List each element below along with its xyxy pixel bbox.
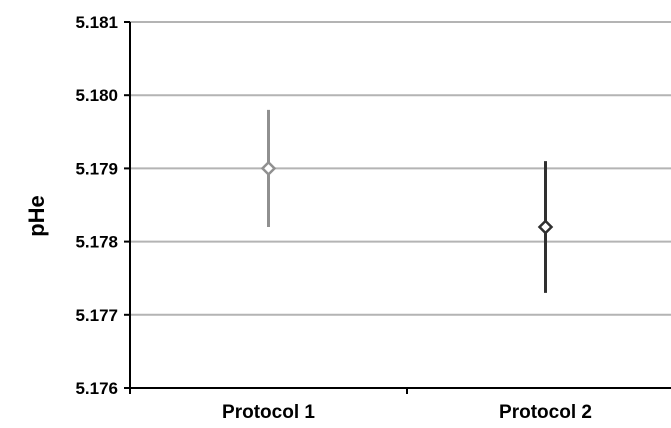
y-tick-label: 5.177 xyxy=(75,306,118,325)
y-tick-label: 5.180 xyxy=(75,86,118,105)
y-tick-label: 5.176 xyxy=(75,379,118,398)
x-category-label: Protocol 2 xyxy=(499,402,592,423)
axis-layer: 5.181 5.180 5.179 5.178 5.177 5.176 Protocol 1… xyxy=(75,13,671,423)
y-axis-title: pHe xyxy=(24,195,49,237)
data-point-marker xyxy=(537,219,554,235)
data-point-marker xyxy=(260,160,277,177)
y-tick-label: 5.181 xyxy=(75,13,118,32)
y-tick-label: 5.179 xyxy=(75,159,118,178)
mark-layer xyxy=(260,109,554,293)
y-tick-label: 5.178 xyxy=(75,233,118,252)
data-point-group xyxy=(537,161,554,293)
data-point-group xyxy=(260,109,277,227)
x-category-label: Protocol 1 xyxy=(222,402,315,423)
grid-layer xyxy=(130,21,671,316)
